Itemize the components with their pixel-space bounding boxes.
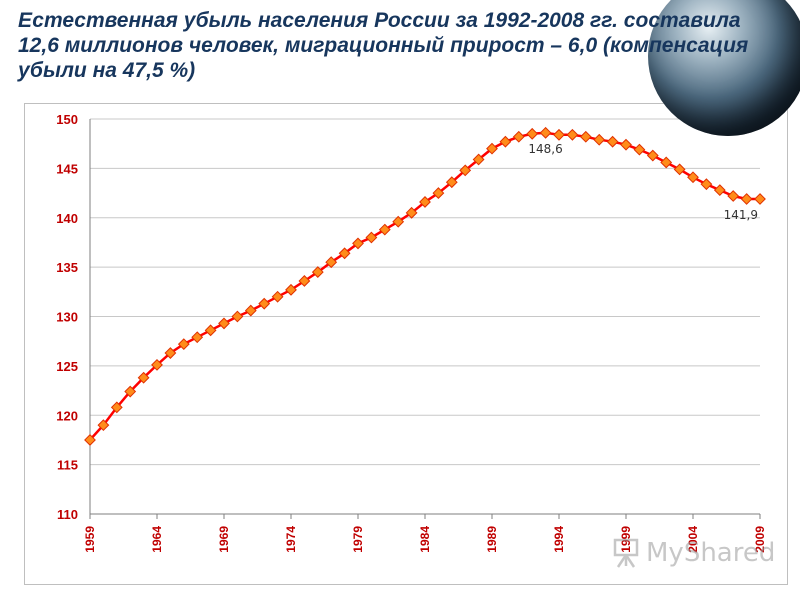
gridlines <box>90 118 760 515</box>
data-point-marker <box>392 215 405 228</box>
data-point-marker <box>740 193 753 205</box>
data-point-marker <box>687 171 699 184</box>
x-tick-label: 1969 <box>217 526 231 553</box>
chart-area: 110 115 120 125 130 135 140 145 150 1959 1964 1969… <box>24 103 788 585</box>
x-tick-label: 1964 <box>150 526 164 553</box>
data-label: 148,6 <box>528 142 562 156</box>
data-point-marker <box>727 190 740 202</box>
data-point-marker <box>352 237 364 250</box>
data-point-marker <box>378 223 391 236</box>
data-labels: 148,6 141,9 <box>528 142 758 222</box>
data-point-marker <box>231 310 244 323</box>
y-tick-label: 145 <box>56 161 78 176</box>
data-point-marker <box>445 176 458 189</box>
data-point-marker <box>311 266 324 278</box>
data-point-marker <box>110 401 123 414</box>
data-point-marker <box>472 153 485 166</box>
population-line-chart: 110 115 120 125 130 135 140 145 150 1959 1964 1969… <box>56 112 767 553</box>
data-point-marker <box>620 138 632 151</box>
data-point-marker <box>298 275 311 287</box>
data-point-marker <box>97 419 110 432</box>
y-tick-label: 110 <box>57 507 78 522</box>
data-point-marker <box>338 247 351 260</box>
data-point-marker <box>673 163 686 176</box>
data-point-marker <box>325 256 338 269</box>
data-point-marker <box>164 347 177 359</box>
data-point-marker <box>486 142 498 155</box>
y-tick-label: 125 <box>56 359 78 374</box>
x-tick-label: 1994 <box>552 526 566 553</box>
y-tick-label: 130 <box>56 310 78 325</box>
x-tick-label: 1974 <box>284 526 298 553</box>
data-point-marker <box>700 178 713 191</box>
data-point-marker <box>553 128 565 141</box>
data-point-marker <box>512 130 525 143</box>
x-tick-label: 1984 <box>418 526 432 553</box>
data-point-marker <box>204 324 217 337</box>
watermark-text: MyShared <box>646 538 776 568</box>
y-axis-ticks: 110 115 120 125 130 135 140 145 150 <box>56 112 78 522</box>
data-point-marker <box>405 206 418 219</box>
data-point-marker <box>566 128 579 141</box>
data-point-marker <box>432 187 445 199</box>
data-point-marker <box>271 290 284 303</box>
data-point-marker <box>124 385 137 398</box>
data-point-marker <box>285 283 297 296</box>
data-point-marker <box>177 338 190 351</box>
y-tick-label: 115 <box>57 458 78 473</box>
y-tick-label: 120 <box>56 408 78 423</box>
data-point-marker <box>365 231 378 244</box>
data-point-marker <box>244 304 257 317</box>
data-point-marker <box>593 133 606 146</box>
data-point-marker <box>606 135 619 148</box>
data-point-marker <box>151 358 163 371</box>
data-point-marker <box>754 193 766 205</box>
data-point-marker <box>579 130 592 143</box>
data-point-marker <box>258 297 271 310</box>
data-point-marker <box>646 149 659 162</box>
watermark: MyShared <box>612 536 776 576</box>
data-point-marker <box>499 135 512 148</box>
data-point-marker <box>713 184 726 197</box>
data-point-marker <box>660 156 673 169</box>
data-point-marker <box>218 317 230 330</box>
y-tick-label: 150 <box>56 112 78 127</box>
data-point-marker <box>191 331 204 344</box>
x-tick-label: 1989 <box>485 526 499 553</box>
x-axis-ticks: 1959 1964 1969 1974 1979 1984 1989 1994 1999 2004… <box>83 514 767 553</box>
series-line <box>89 131 760 441</box>
data-point-marker <box>419 196 431 208</box>
globe-image <box>648 0 800 136</box>
presentation-icon <box>613 538 639 568</box>
y-tick-label: 140 <box>56 211 78 226</box>
x-tick-label: 2004 <box>686 526 700 553</box>
data-point-marker <box>539 126 552 139</box>
data-markers <box>84 126 766 446</box>
x-tick-label: 1959 <box>83 526 97 553</box>
slide-title: Естественная убыль населения России за 1… <box>18 9 749 82</box>
y-tick-label: 135 <box>56 260 78 275</box>
data-point-marker <box>633 143 646 156</box>
x-tick-label: 2009 <box>753 526 767 553</box>
data-point-marker <box>459 164 472 177</box>
data-point-marker <box>526 127 539 140</box>
data-point-marker <box>84 434 96 446</box>
data-label: 141,9 <box>724 208 758 222</box>
x-tick-label: 1979 <box>351 526 365 553</box>
data-point-marker <box>137 371 150 384</box>
